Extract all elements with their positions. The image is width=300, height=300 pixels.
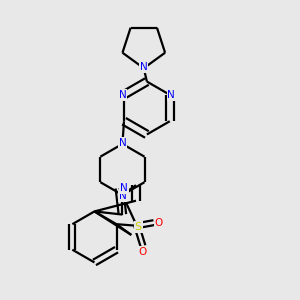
Text: N: N <box>120 183 128 193</box>
Text: O: O <box>139 247 147 256</box>
Text: N: N <box>118 191 126 201</box>
Text: S: S <box>135 222 142 232</box>
Text: O: O <box>155 218 163 228</box>
Text: N: N <box>140 62 148 72</box>
Text: N: N <box>167 90 175 100</box>
Text: N: N <box>118 138 126 148</box>
Text: N: N <box>118 90 126 100</box>
